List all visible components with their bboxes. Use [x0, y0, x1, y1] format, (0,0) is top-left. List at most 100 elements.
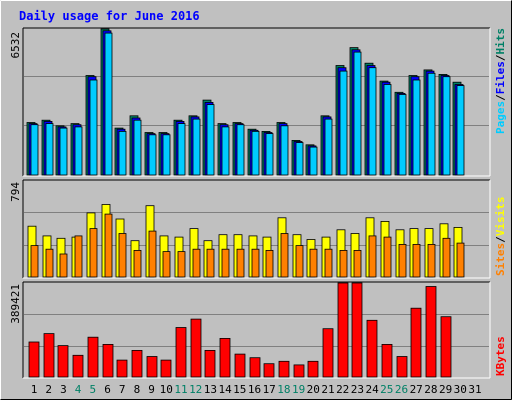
legend-sep-1: / [494, 94, 507, 101]
bar-sites-day-26 [398, 243, 407, 278]
bar-sites-day-14 [221, 248, 230, 278]
bar-sites-day-24 [368, 235, 377, 278]
bar-pages-day-23 [353, 51, 362, 176]
x-axis-labels: 1 2 3 4 5 6 7 8 9 10 11 12 13 14 15 16 17 18 19 20 21 22 23 24 2… [31, 383, 482, 396]
bar-pages-day-10 [162, 134, 171, 176]
x-tick-label-day-24: 24 [365, 383, 379, 396]
x-tick-label-day-25: 25 [380, 383, 393, 396]
bar-sites-day-2 [45, 248, 54, 278]
bar-pages-day-19 [295, 142, 304, 176]
bar-kbytes-day-25 [381, 343, 393, 378]
bar-sites-day-15 [236, 248, 245, 278]
x-tick-label-day-15: 15 [233, 383, 246, 396]
bar-kbytes-day-9 [146, 356, 158, 378]
bar-sites-day-23 [353, 249, 362, 278]
x-tick-label-day-19: 19 [292, 383, 305, 396]
bar-kbytes-day-15 [234, 353, 246, 378]
legend-pages: Pages [494, 101, 507, 134]
legend-kbytes-label: KBytes [494, 336, 507, 376]
bar-pages-day-14 [221, 126, 230, 176]
bar-kbytes-day-29 [440, 316, 452, 378]
legend-visits-sites: Sites/Visits [494, 197, 507, 277]
bar-pages-day-6 [104, 32, 113, 176]
bar-pages-day-4 [74, 126, 83, 176]
bar-sites-day-8 [133, 249, 142, 278]
x-tick-label-day-6: 6 [104, 383, 111, 396]
x-tick-label-day-28: 28 [424, 383, 437, 396]
legend-sep-2: / [494, 54, 507, 61]
bar-sites-day-12 [192, 248, 201, 278]
x-tick-label-day-14: 14 [218, 383, 232, 396]
bar-kbytes-day-4 [72, 354, 84, 378]
bar-kbytes-day-12 [190, 318, 202, 378]
bar-sites-day-28 [427, 243, 436, 278]
x-tick-label-day-11: 11 [174, 383, 187, 396]
bar-kbytes-day-14 [219, 337, 231, 378]
bar-kbytes-day-24 [366, 319, 378, 378]
x-tick-label-day-3: 3 [60, 383, 67, 396]
bar-sites-day-10 [162, 251, 171, 278]
y-max-label-kbytes: 389421 [9, 284, 22, 324]
bar-pages-day-13 [206, 104, 215, 176]
y-max-label-visits: 794 [9, 182, 22, 202]
bar-kbytes-day-3 [57, 345, 69, 378]
bar-sites-day-13 [206, 248, 215, 278]
bar-sites-day-7 [118, 233, 127, 278]
bar-sites-day-1 [30, 245, 39, 278]
bar-pages-day-5 [89, 79, 98, 176]
bar-pages-day-15 [236, 124, 245, 176]
bar-pages-day-2 [45, 123, 54, 176]
bar-kbytes-day-19 [293, 364, 305, 378]
x-tick-label-day-9: 9 [148, 383, 155, 396]
bar-pages-day-22 [339, 70, 348, 176]
x-tick-label-day-22: 22 [336, 383, 349, 396]
x-tick-label-day-7: 7 [119, 383, 126, 396]
bar-sites-day-25 [383, 236, 392, 278]
bar-kbytes-day-27 [410, 307, 422, 378]
x-tick-label-day-16: 16 [248, 383, 261, 396]
bar-kbytes-day-20 [307, 360, 319, 378]
x-tick-label-day-20: 20 [307, 383, 320, 396]
bar-kbytes-day-6 [102, 343, 114, 378]
x-tick-label-day-8: 8 [134, 383, 141, 396]
bar-sites-day-16 [251, 248, 260, 278]
x-tick-label-day-17: 17 [263, 383, 276, 396]
bar-sites-day-17 [265, 249, 274, 278]
bar-kbytes-day-23 [351, 282, 363, 378]
bar-pages-day-12 [192, 118, 201, 176]
bar-pages-day-17 [265, 133, 274, 176]
x-tick-label-day-31: 31 [468, 383, 481, 396]
bar-kbytes-day-18 [278, 360, 290, 378]
x-tick-label-day-1: 1 [31, 383, 38, 396]
bar-sites-day-4 [74, 235, 83, 278]
x-tick-label-day-18: 18 [277, 383, 290, 396]
legend-hits: Hits [494, 28, 507, 55]
bar-pages-day-18 [280, 125, 289, 176]
legend-sep-3: / [494, 236, 507, 243]
x-tick-label-day-4: 4 [75, 383, 82, 396]
bar-sites-day-3 [59, 253, 68, 278]
y-max-label-hits: 6532 [9, 32, 22, 59]
chart-title: Daily usage for June 2016 [19, 9, 200, 23]
bar-pages-day-27 [412, 79, 421, 176]
bar-sites-day-6 [104, 213, 113, 278]
bar-pages-day-21 [324, 118, 333, 176]
legend-visits: Visits [494, 197, 507, 237]
bar-sites-day-22 [339, 249, 348, 278]
bar-pages-day-11 [177, 123, 186, 176]
legend-hits-files-pages: Pages/Files/Hits [494, 28, 507, 134]
bar-pages-day-26 [398, 94, 407, 176]
bar-pages-day-25 [383, 84, 392, 176]
bar-kbytes-day-11 [175, 327, 187, 378]
bar-kbytes-day-21 [322, 328, 334, 378]
x-tick-label-day-30: 30 [454, 383, 467, 396]
bar-sites-day-21 [324, 248, 333, 278]
bar-sites-day-5 [89, 228, 98, 278]
x-tick-label-day-23: 23 [351, 383, 364, 396]
bar-kbytes-day-2 [43, 333, 55, 378]
bar-pages-day-1 [30, 124, 39, 176]
bar-pages-day-29 [442, 76, 451, 176]
legend-files: Files [494, 61, 507, 94]
bar-kbytes-day-13 [204, 349, 216, 378]
